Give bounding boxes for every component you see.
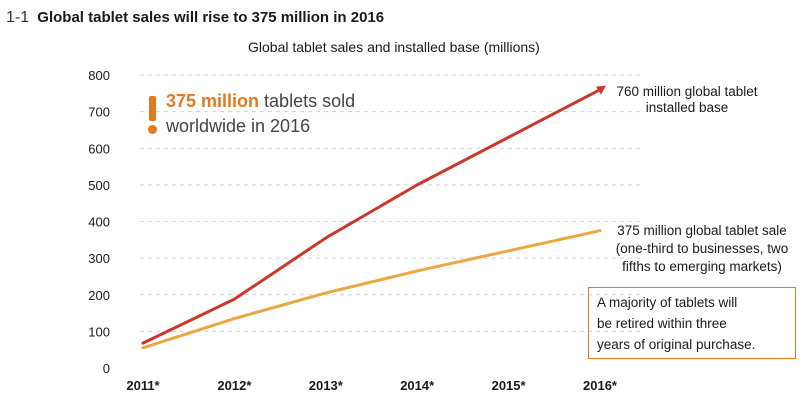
y-tick-label: 400	[88, 215, 110, 230]
y-tick-label: 100	[88, 324, 110, 339]
x-tick-label: 2013*	[309, 378, 344, 393]
note-line-3: years of original purchase.	[597, 337, 756, 352]
x-tick-label: 2015*	[492, 378, 527, 393]
x-tick-label: 2016*	[583, 378, 618, 393]
figure-title-text: Global tablet sales will rise to 375 mil…	[37, 9, 385, 26]
note-line-1: A majority of tablets will	[597, 295, 738, 310]
x-tick-label: 2011*	[126, 378, 160, 393]
callout-highlight: 375 million	[166, 91, 260, 111]
note-line-2: be retired within three	[597, 316, 727, 331]
installed-label-line-1: 760 million global tablet	[616, 84, 758, 99]
grid-layer	[140, 74, 640, 332]
sales-label-line-3: fifths to emerging markets)	[622, 259, 782, 274]
exclamation-dot-icon	[148, 125, 157, 134]
chart-subtitle: Global tablet sales and installed base (…	[248, 39, 540, 55]
figure-number: 1-1	[6, 9, 30, 26]
y-tick-label: 700	[88, 105, 110, 120]
installed-base-arrowhead-icon	[596, 85, 606, 95]
callout-line-2: worldwide in 2016	[166, 116, 311, 136]
exclamation-icon	[149, 96, 156, 121]
sales-label-line-1: 375 million global tablet sale	[617, 223, 787, 238]
callout-line-1-rest: tablets sold	[259, 91, 356, 111]
callout-line-1: 375 million tablets sold	[166, 91, 355, 112]
sales-label: 375 million global tablet sale (one-thir…	[594, 222, 810, 276]
x-tick-label: 2012*	[217, 378, 252, 393]
y-tick-label: 200	[88, 288, 110, 303]
sales-line	[141, 229, 602, 350]
installed-base-line	[141, 88, 602, 345]
series-layer	[141, 85, 606, 350]
y-tick-label: 500	[88, 178, 110, 193]
x-axis-ticks: 2011* 2012* 2013* 2014* 2015* 2016*	[126, 378, 618, 393]
y-tick-label: 600	[88, 141, 110, 156]
retirement-note: A majority of tablets will be retired wi…	[588, 287, 796, 359]
y-axis-ticks: 0 100 200 300 400 500 600 700 800	[88, 68, 110, 376]
installed-base-label: 760 million global tablet installed base	[592, 84, 782, 116]
y-tick-label: 800	[88, 68, 110, 83]
x-tick-label: 2014*	[400, 378, 435, 393]
figure-title: 1-1 Global tablet sales will rise to 375…	[6, 9, 384, 27]
installed-label-line-2: installed base	[645, 100, 729, 115]
sales-label-line-2: (one-third to businesses, two	[615, 241, 789, 256]
y-tick-label: 300	[88, 251, 110, 266]
y-tick-label: 0	[103, 361, 110, 376]
